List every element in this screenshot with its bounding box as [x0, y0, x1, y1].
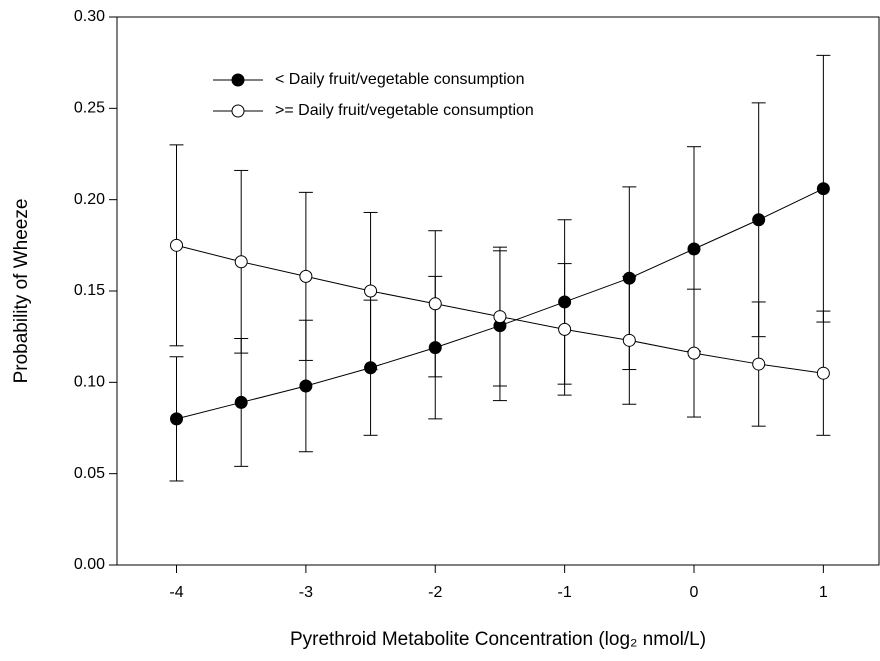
- y-tick-label: 0.25: [74, 100, 105, 117]
- legend-marker: [231, 73, 245, 87]
- x-axis-label: Pyrethroid Metabolite Concentration (log…: [290, 629, 706, 650]
- x-tick-label: 0: [690, 584, 699, 601]
- point: [558, 295, 572, 309]
- legend-marker: [231, 104, 245, 118]
- point: [428, 341, 442, 355]
- legend-label: >= Daily fruit/vegetable consumption: [275, 102, 534, 119]
- point: [364, 284, 378, 298]
- point: [234, 395, 248, 409]
- point: [687, 346, 701, 360]
- point: [299, 269, 313, 283]
- point: [622, 271, 636, 285]
- y-tick-label: 0.15: [74, 282, 105, 299]
- y-tick-label: 0.05: [74, 465, 105, 482]
- point: [558, 322, 572, 336]
- y-axis-label: Probability of Wheeze: [11, 199, 32, 384]
- point: [752, 357, 766, 371]
- point: [687, 242, 701, 256]
- point: [299, 379, 313, 393]
- x-tick-label: -3: [299, 584, 313, 601]
- point: [364, 361, 378, 375]
- point: [234, 255, 248, 269]
- point: [816, 182, 830, 196]
- point: [752, 213, 766, 227]
- x-tick-label: 1: [819, 584, 828, 601]
- x-tick-label: -2: [428, 584, 442, 601]
- plot-frame: [116, 16, 880, 566]
- point: [493, 310, 507, 324]
- y-tick-label: 0.30: [74, 8, 105, 25]
- x-tick-label: -1: [558, 584, 572, 601]
- y-tick-label: 0.00: [74, 556, 105, 573]
- point: [170, 412, 184, 426]
- point: [170, 238, 184, 252]
- point: [622, 333, 636, 347]
- point: [428, 297, 442, 311]
- y-tick-label: 0.10: [74, 374, 105, 391]
- x-tick-label: -4: [169, 584, 183, 601]
- y-tick-label: 0.20: [74, 191, 105, 208]
- legend-label: < Daily fruit/vegetable consumption: [275, 71, 524, 88]
- point: [816, 366, 830, 380]
